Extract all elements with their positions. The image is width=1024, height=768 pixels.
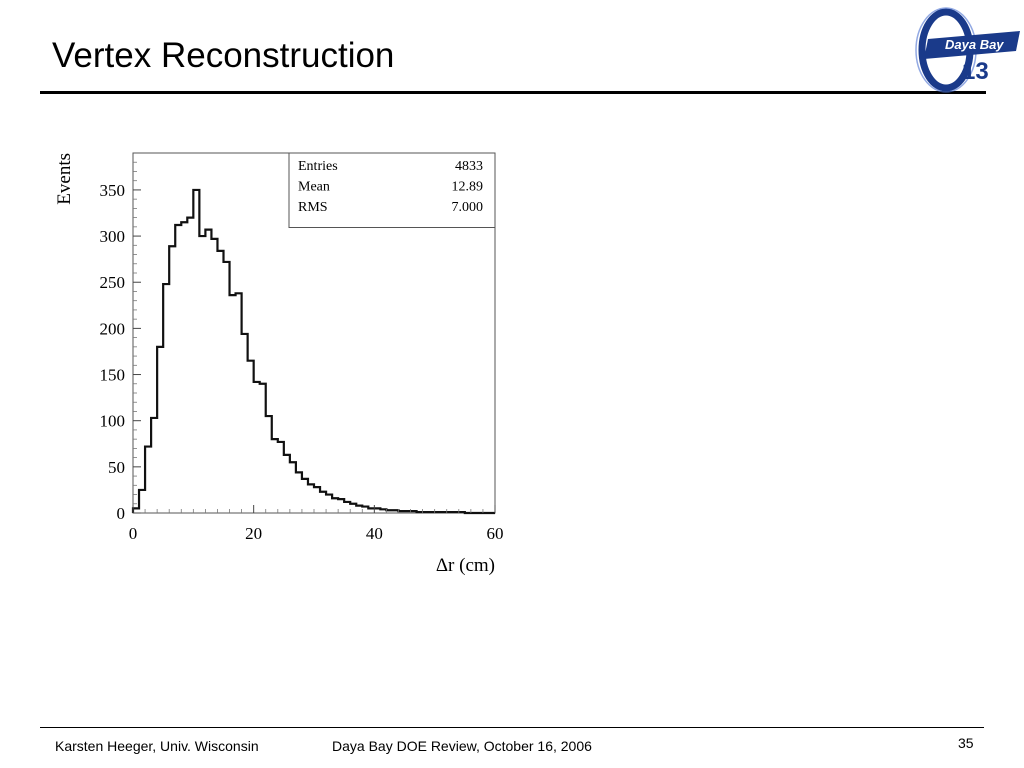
histogram-bin (386, 510, 392, 513)
histogram-bin (350, 504, 356, 513)
histogram-bin (398, 511, 404, 513)
x-tick-label: 40 (366, 524, 383, 543)
histogram-bin (314, 487, 320, 513)
histogram-bin (368, 508, 374, 513)
histogram-bin (211, 239, 217, 513)
histogram-bin (217, 251, 223, 513)
x-tick-label: 0 (129, 524, 138, 543)
histogram-bin (224, 262, 230, 513)
footer-divider (40, 727, 984, 728)
y-tick-label: 100 (100, 412, 126, 431)
stats-label: RMS (298, 200, 328, 215)
y-tick-label: 0 (117, 504, 126, 523)
daya-bay-logo (908, 4, 1024, 94)
histogram-bin (392, 510, 398, 513)
histogram-bin (417, 512, 423, 513)
histogram-bin (169, 246, 175, 513)
y-tick-label: 200 (100, 319, 126, 338)
histogram-bin (163, 284, 169, 513)
footer-event: Daya Bay DOE Review, October 16, 2006 (332, 738, 592, 754)
histogram-bin (374, 508, 380, 513)
histogram-bin (296, 472, 302, 513)
histogram-bin (284, 455, 290, 513)
histogram-bin (429, 512, 435, 513)
histogram-bin (145, 447, 151, 513)
footer-author: Karsten Heeger, Univ. Wisconsin (55, 738, 259, 754)
histogram-bin (199, 236, 205, 513)
histogram-bin (380, 509, 386, 513)
y-axis-label: Events (54, 153, 75, 205)
y-tick-label: 300 (100, 227, 126, 246)
histogram-bin (187, 218, 193, 513)
histogram-bin (260, 384, 266, 513)
y-tick-label: 250 (100, 273, 126, 292)
histogram-bin (242, 334, 248, 513)
histogram-bin (193, 190, 199, 513)
slide-title: Vertex Reconstruction (52, 36, 395, 75)
histogram-bin (344, 502, 350, 513)
y-tick-label: 350 (100, 181, 126, 200)
histogram-bin (320, 492, 326, 513)
histogram-bin (181, 222, 187, 513)
histogram-bin (356, 506, 362, 513)
logo-text: Daya Bay (945, 37, 1004, 52)
histogram-bin (338, 499, 344, 513)
histogram-bin (151, 418, 157, 513)
stats-value: 4833 (455, 159, 483, 174)
histogram-bin (411, 511, 417, 513)
x-tick-label: 20 (245, 524, 262, 543)
histogram-bin (326, 495, 332, 513)
histogram-bin (230, 295, 236, 513)
histogram-bin (447, 512, 453, 513)
histogram-bin (205, 230, 211, 513)
histogram-outline (131, 188, 495, 515)
page-number: 35 (958, 735, 974, 751)
histogram-bin (405, 511, 411, 513)
stats-label: Mean (298, 180, 330, 195)
x-tick-label: 60 (487, 524, 504, 543)
histogram-bin (248, 361, 254, 513)
stats-value: 7.000 (452, 200, 484, 215)
y-tick-label: 150 (100, 366, 126, 385)
histogram-bin (308, 484, 314, 513)
histogram-bin (362, 507, 368, 513)
histogram-bin (423, 512, 429, 513)
theta-logo-icon (915, 7, 1020, 93)
histogram-bin (133, 508, 139, 513)
histogram-bin (139, 490, 145, 513)
histogram-bin (175, 225, 181, 513)
histogram-bin (157, 347, 163, 513)
y-tick-label: 50 (108, 458, 125, 477)
histogram-chart: 0 50 100 150 200 250 300 350 0 20 40 60 Δr (cm) Event… (54, 152, 504, 576)
stats-value: 12.89 (452, 180, 484, 195)
histogram-bin (266, 416, 272, 513)
histogram-bin (332, 498, 338, 513)
histogram-bin (459, 512, 465, 513)
histogram-bin (236, 293, 242, 513)
logo-subscript: 13 (962, 58, 989, 85)
x-axis-label: Δr (cm) (436, 555, 495, 576)
title-divider (40, 91, 986, 94)
histogram-bin (254, 382, 260, 513)
histogram-bin (441, 512, 447, 513)
stats-label: Entries (298, 159, 338, 174)
histogram-bin (453, 512, 459, 513)
histogram-bin (435, 512, 441, 513)
histogram-bin (278, 442, 284, 513)
histogram-bin (290, 462, 296, 513)
histogram-bin (272, 439, 278, 513)
stats-box (288, 152, 496, 228)
histogram-bin (302, 479, 308, 513)
